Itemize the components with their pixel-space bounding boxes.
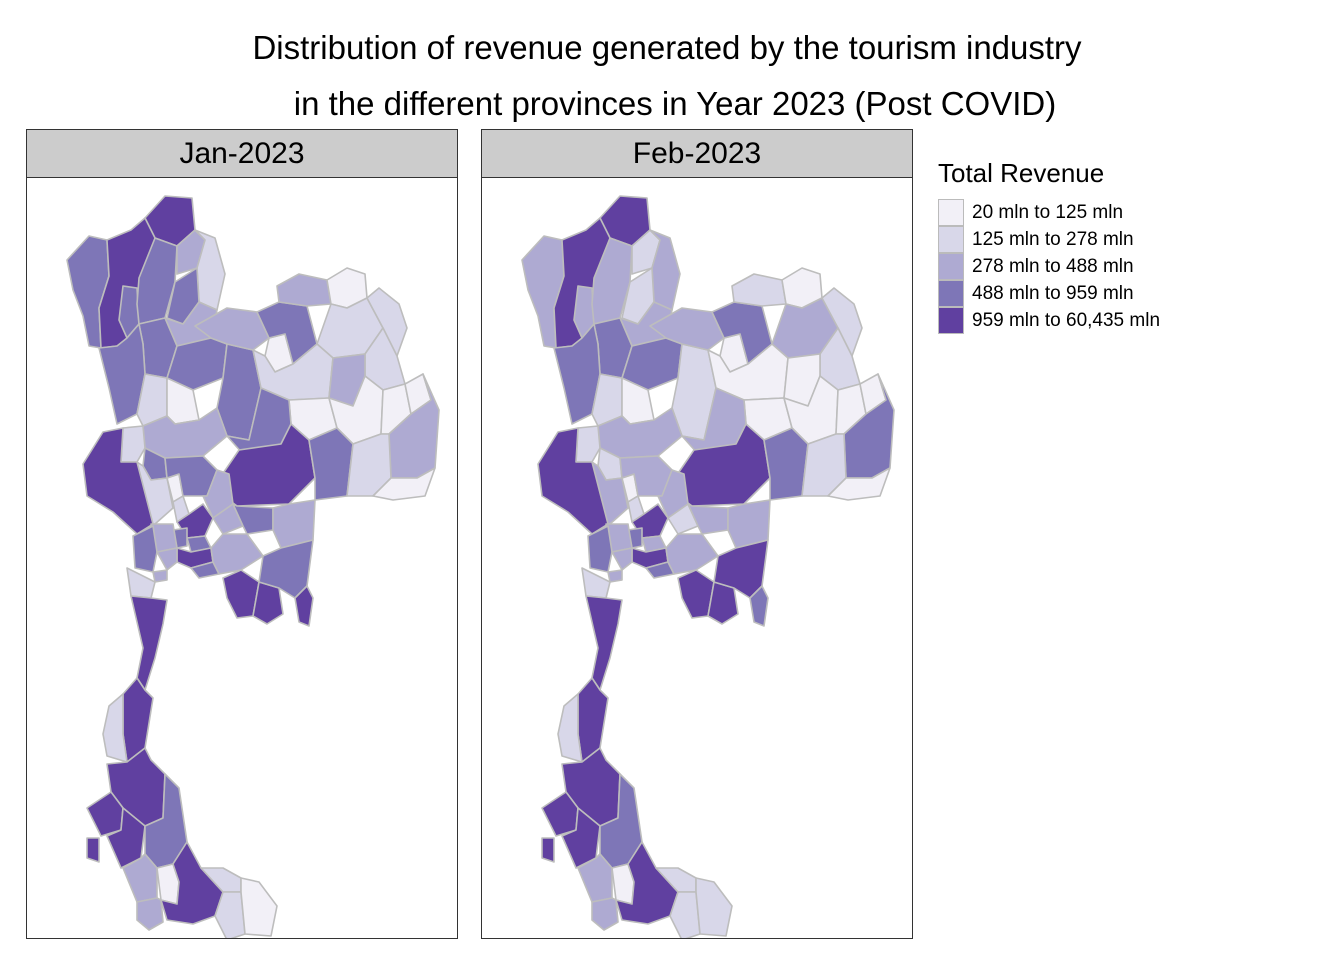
province-satun	[591, 897, 619, 931]
legend-label: 20 mln to 125 mln	[972, 201, 1124, 223]
province-buriram	[308, 427, 354, 501]
province-loei	[194, 307, 270, 351]
legend-label: 125 mln to 278 mln	[972, 228, 1134, 250]
province-ranong	[102, 693, 128, 763]
panel-feb-2023: Feb-2023	[481, 129, 913, 939]
province-lampang	[591, 237, 633, 325]
province-samut-songkhram	[607, 569, 623, 583]
legend-label: 488 mln to 959 mln	[972, 282, 1134, 304]
province-chachoengsao	[210, 533, 264, 575]
panel-jan-2023: Jan-2023	[26, 129, 458, 939]
province-ratchaburi	[587, 525, 613, 573]
thailand-map-jan	[66, 195, 440, 938]
legend-item: 20 mln to 125 mln	[938, 199, 1160, 226]
province-trat	[294, 585, 314, 627]
legend-swatch	[938, 226, 964, 253]
thailand-map-feb	[521, 195, 895, 938]
province-uthai-thani	[120, 425, 146, 463]
province-trat	[749, 585, 769, 627]
province-prachuap	[585, 595, 623, 691]
province-uthai-thani	[575, 425, 601, 463]
legend-label: 959 mln to 60,435 mln	[972, 309, 1161, 331]
legend-swatch	[938, 199, 964, 226]
legend-item: 278 mln to 488 mln	[938, 253, 1160, 280]
province-lopburi	[164, 455, 218, 497]
province-nong-khai	[276, 273, 332, 307]
province-samut-sakhon	[156, 547, 178, 571]
province-sisaket	[827, 467, 891, 501]
legend-swatch	[938, 280, 964, 307]
province-chumphon	[122, 677, 154, 763]
province-sisaket	[372, 467, 436, 501]
province-phuket	[541, 837, 555, 863]
province-buriram	[763, 427, 809, 501]
panel-strip-label: Jan-2023	[27, 130, 457, 178]
province-tak	[98, 323, 146, 425]
province-prachinburi	[687, 503, 729, 535]
province-rayong	[707, 581, 739, 625]
legend-item: 959 mln to 60,435 mln	[938, 307, 1160, 334]
province-phetchaburi	[126, 567, 156, 599]
province-rayong	[252, 581, 284, 625]
map-title-line-2: in the different provinces in Year 2023 …	[293, 85, 1057, 122]
legend-swatch	[938, 307, 964, 334]
province-tak	[553, 323, 601, 425]
province-ratchaburi	[132, 525, 158, 573]
province-chachoengsao	[665, 533, 719, 575]
province-lampang	[136, 237, 178, 325]
province-prachinburi	[232, 503, 274, 535]
legend-item: 125 mln to 278 mln	[938, 226, 1160, 253]
map-title-line-1: Distribution of revenue generated by the…	[252, 29, 1082, 66]
legend-swatch	[938, 253, 964, 280]
province-narathiwat	[695, 877, 733, 937]
panel-strip-label: Feb-2023	[482, 130, 912, 178]
province-samut-songkhram	[152, 569, 168, 583]
legend-item: 488 mln to 959 mln	[938, 280, 1160, 307]
province-narathiwat	[240, 877, 278, 937]
province-prachuap	[130, 595, 168, 691]
province-ranong	[557, 693, 583, 763]
legend-label: 278 mln to 488 mln	[972, 255, 1134, 277]
province-phuket	[86, 837, 100, 863]
province-phetchaburi	[581, 567, 611, 599]
province-nong-khai	[731, 273, 787, 307]
province-chumphon	[577, 677, 609, 763]
province-samut-sakhon	[611, 547, 633, 571]
legend-title: Total Revenue	[938, 158, 1105, 188]
legend: Total Revenue 20 mln to 125 mln 125 mln …	[938, 157, 1160, 334]
province-satun	[136, 897, 164, 931]
province-lopburi	[619, 455, 673, 497]
province-loei	[649, 307, 725, 351]
